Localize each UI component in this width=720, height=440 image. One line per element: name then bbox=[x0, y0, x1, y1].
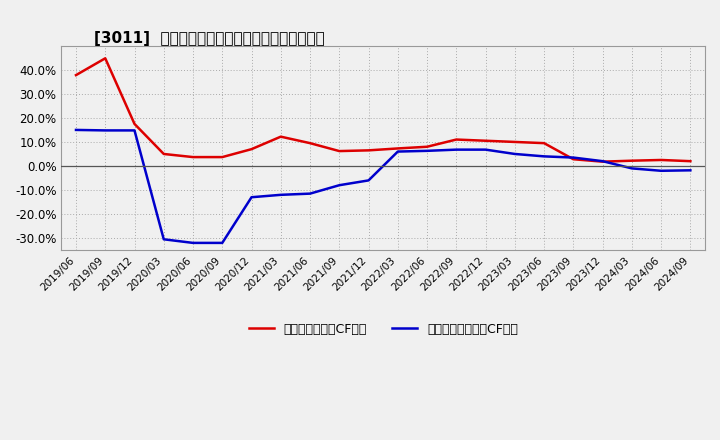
有利子負債営業CF比率 bbox=[335, 148, 343, 154]
有利子負債営業CF比率 bbox=[159, 151, 168, 157]
有利子負債フリーCF比率 bbox=[628, 166, 636, 171]
有利子負債フリーCF比率 bbox=[510, 151, 519, 157]
有利子負債フリーCF比率 bbox=[598, 158, 607, 164]
有利子負債フリーCF比率 bbox=[423, 148, 431, 154]
有利子負債フリーCF比率 bbox=[335, 183, 343, 188]
有利子負債営業CF比率 bbox=[364, 148, 373, 153]
有利子負債営業CF比率 bbox=[276, 134, 285, 139]
有利子負債営業CF比率 bbox=[306, 140, 315, 146]
有利子負債フリーCF比率 bbox=[569, 155, 577, 160]
有利子負債営業CF比率 bbox=[423, 144, 431, 150]
有利子負債フリーCF比率 bbox=[189, 240, 197, 246]
Legend: 有利子負債営業CF比率, 有利子負債フリーCF比率: 有利子負債営業CF比率, 有利子負債フリーCF比率 bbox=[243, 318, 523, 341]
有利子負債営業CF比率 bbox=[452, 137, 461, 142]
有利子負債営業CF比率 bbox=[189, 154, 197, 160]
有利子負債フリーCF比率 bbox=[72, 127, 81, 132]
有利子負債フリーCF比率 bbox=[101, 128, 109, 133]
有利子負債フリーCF比率 bbox=[452, 147, 461, 152]
有利子負債営業CF比率 bbox=[686, 158, 695, 164]
Text: [3011]  有利子負債キャッシュフロー比率の推移: [3011] 有利子負債キャッシュフロー比率の推移 bbox=[94, 31, 324, 46]
有利子負債営業CF比率 bbox=[247, 147, 256, 152]
有利子負債フリーCF比率 bbox=[218, 240, 227, 246]
有利子負債フリーCF比率 bbox=[159, 237, 168, 242]
有利子負債フリーCF比率 bbox=[306, 191, 315, 196]
有利子負債フリーCF比率 bbox=[540, 154, 549, 159]
有利子負債営業CF比率 bbox=[598, 159, 607, 164]
有利子負債営業CF比率 bbox=[101, 55, 109, 61]
有利子負債フリーCF比率 bbox=[394, 149, 402, 154]
Line: 有利子負債フリーCF比率: 有利子負債フリーCF比率 bbox=[76, 130, 690, 243]
有利子負債フリーCF比率 bbox=[130, 128, 139, 133]
有利子負債営業CF比率 bbox=[394, 146, 402, 151]
有利子負債営業CF比率 bbox=[130, 121, 139, 127]
有利子負債営業CF比率 bbox=[510, 139, 519, 145]
有利子負債フリーCF比率 bbox=[686, 168, 695, 173]
有利子負債営業CF比率 bbox=[72, 73, 81, 78]
有利子負債営業CF比率 bbox=[628, 158, 636, 163]
有利子負債営業CF比率 bbox=[569, 157, 577, 162]
有利子負債営業CF比率 bbox=[481, 138, 490, 143]
有利子負債フリーCF比率 bbox=[247, 194, 256, 200]
有利子負債営業CF比率 bbox=[657, 158, 665, 163]
有利子負債フリーCF比率 bbox=[276, 192, 285, 198]
有利子負債フリーCF比率 bbox=[657, 168, 665, 173]
有利子負債営業CF比率 bbox=[540, 140, 549, 146]
有利子負債フリーCF比率 bbox=[364, 178, 373, 183]
Line: 有利子負債営業CF比率: 有利子負債営業CF比率 bbox=[76, 58, 690, 161]
有利子負債営業CF比率 bbox=[218, 154, 227, 160]
有利子負債フリーCF比率 bbox=[481, 147, 490, 152]
